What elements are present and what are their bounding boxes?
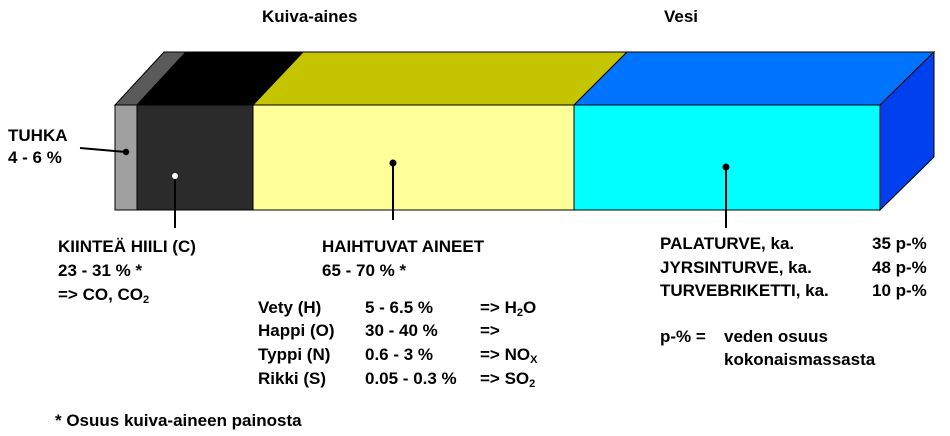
ash-leader-line [79, 147, 127, 153]
water-type-value: 48 p-% [872, 258, 927, 277]
element-product: => H2O [480, 297, 537, 319]
ash-share: 4 - 6 % [8, 148, 62, 167]
element-name: Vety (H) [258, 298, 322, 317]
water-marker-dot [722, 163, 730, 171]
water-type-value: 35 p-% [872, 234, 927, 253]
element-range: 30 - 40 % [365, 321, 438, 340]
fixed-carbon-products-subscript: 2 [143, 294, 150, 306]
ash-label: TUHKA [8, 126, 68, 145]
unit-description-line-1: veden osuus [724, 327, 828, 346]
ash-marker-dot [122, 148, 130, 156]
element-product: => SO2 [480, 368, 536, 390]
footnote: * Osuus kuiva-aineen painosta [55, 411, 302, 430]
element-range: 0.05 - 0.3 % [365, 369, 457, 388]
product-text: => [480, 321, 500, 340]
element-range: 0.6 - 3 % [365, 345, 434, 364]
fixed-carbon-products: => CO, CO2 [58, 284, 150, 306]
product-text: => NO [480, 345, 531, 364]
fixed-carbon-marker-dot [172, 173, 178, 179]
water-top-face [572, 51, 936, 106]
unit-description-line-2: kokonaismassasta [724, 350, 876, 369]
volatiles-row: Rikki (S) [258, 368, 326, 389]
volatiles-row: Vety (H) [258, 297, 321, 318]
element-range: 5 - 6.5 % [365, 298, 434, 317]
water-type-label: TURVEBRIKETTI, ka. [660, 281, 829, 300]
product-subscript: 2 [516, 307, 523, 319]
volatiles-row: Happi (O) [258, 320, 335, 341]
product-tail: O [522, 298, 537, 317]
volatiles-marker-dot [389, 159, 397, 167]
element-name: Happi (O) [258, 321, 335, 340]
element-name: Rikki (S) [258, 369, 327, 388]
water-heading: Vesi [664, 7, 699, 26]
water-side-face [879, 50, 935, 212]
fixed-carbon-products-text: => CO, CO [58, 285, 144, 304]
volatiles-front-face [252, 104, 575, 211]
product-subscript: 2 [529, 378, 536, 390]
product-text: => H [480, 298, 517, 317]
water-type-value: 10 p-% [872, 281, 927, 300]
product-subscript: X [530, 354, 538, 366]
dry-matter-heading: Kuiva-aines [262, 7, 358, 26]
water-type-label: PALATURVE, ka. [660, 234, 795, 253]
ash-front-face [114, 104, 138, 211]
water-type-label: JYRSINTURVE, ka. [660, 258, 812, 277]
element-product: => NOX [480, 344, 538, 366]
unit-key: p-% = [660, 327, 706, 346]
volatiles-top-face [251, 51, 629, 106]
fixed-carbon-label: KIINTEÄ HIILI (C) [58, 237, 196, 256]
volatiles-label: HAIHTUVAT AINEET [322, 237, 485, 256]
fixed-carbon-share: 23 - 31 % * [58, 261, 143, 280]
fixed-carbon-front-face [136, 104, 254, 211]
element-product: => [480, 320, 500, 341]
product-text: => SO [480, 369, 530, 388]
volatiles-row: Typpi (N) [258, 344, 330, 365]
element-name: Typpi (N) [258, 345, 331, 364]
volatiles-share: 65 - 70 % * [322, 261, 407, 280]
